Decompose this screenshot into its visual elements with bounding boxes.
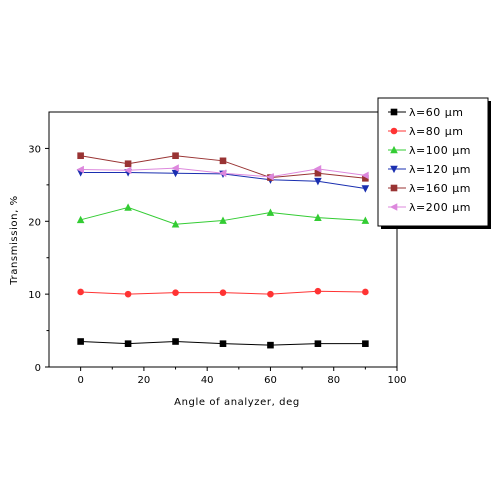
legend-marker bbox=[390, 184, 398, 192]
legend-label: λ=60 μm bbox=[409, 106, 463, 119]
x-tick-label: 40 bbox=[201, 375, 214, 386]
data-point bbox=[76, 215, 85, 224]
legend-label: λ=160 μm bbox=[409, 182, 471, 195]
data-point bbox=[361, 185, 370, 193]
x-tick-label: 80 bbox=[327, 375, 340, 386]
x-tick-label: 20 bbox=[138, 375, 151, 386]
data-point bbox=[314, 177, 322, 186]
data-point bbox=[77, 152, 84, 160]
series-1 bbox=[77, 338, 369, 349]
y-tick-label: 30 bbox=[28, 144, 41, 155]
data-point bbox=[314, 169, 322, 177]
x-tick-label: 100 bbox=[387, 375, 406, 386]
legend-marker bbox=[389, 203, 398, 211]
data-point bbox=[77, 288, 84, 296]
legend-marker bbox=[390, 145, 398, 154]
data-point bbox=[171, 220, 180, 228]
data-point bbox=[314, 213, 322, 221]
data-point bbox=[314, 340, 322, 347]
series-3 bbox=[76, 203, 370, 228]
data-point bbox=[219, 340, 227, 347]
data-point bbox=[76, 165, 84, 174]
data-point bbox=[218, 169, 227, 177]
data-point bbox=[171, 164, 179, 172]
data-point bbox=[171, 169, 180, 178]
y-axis-title: Transmission, % bbox=[9, 195, 20, 285]
y-tick-label: 20 bbox=[28, 217, 41, 228]
data-point bbox=[267, 290, 274, 298]
x-axis: 0 20 40 60 80 100 bbox=[77, 367, 407, 386]
plot-border bbox=[48, 111, 398, 368]
data-point bbox=[266, 208, 275, 216]
data-point bbox=[362, 288, 369, 296]
data-point bbox=[313, 165, 322, 173]
plot-area bbox=[48, 111, 398, 368]
data-point bbox=[219, 157, 227, 165]
data-point bbox=[266, 173, 274, 181]
legend-marker bbox=[390, 165, 398, 174]
data-point bbox=[172, 338, 179, 345]
y-tick-label: 0 bbox=[35, 363, 41, 374]
data-point bbox=[219, 216, 227, 224]
legend-marker bbox=[390, 108, 398, 116]
data-point bbox=[314, 287, 322, 295]
x-tick-label: 0 bbox=[77, 375, 83, 386]
data-point bbox=[77, 338, 84, 345]
series-layer bbox=[76, 152, 370, 349]
data-point bbox=[172, 152, 179, 160]
series-6 bbox=[76, 164, 369, 181]
legend-label: λ=120 μm bbox=[409, 163, 471, 176]
legend-marker bbox=[390, 127, 398, 135]
data-point bbox=[124, 340, 132, 347]
x-tick-label: 60 bbox=[264, 375, 277, 386]
legend-label: λ=100 μm bbox=[409, 144, 471, 157]
data-point bbox=[124, 290, 132, 298]
y-tick-label: 10 bbox=[28, 290, 41, 301]
data-point bbox=[361, 171, 369, 180]
data-point bbox=[123, 166, 132, 175]
data-point bbox=[267, 341, 274, 349]
data-point bbox=[172, 289, 179, 296]
data-point bbox=[361, 216, 370, 224]
y-axis: 0 10 20 30 bbox=[28, 144, 49, 374]
data-point bbox=[124, 160, 132, 168]
legend-label: λ=200 μm bbox=[409, 201, 471, 214]
data-point bbox=[124, 203, 132, 211]
data-point bbox=[219, 289, 227, 296]
series-2 bbox=[77, 287, 369, 298]
legend: λ=60 μm λ=80 μm λ=100 μm λ=120 μm λ=160 μm λ=… bbox=[377, 97, 491, 229]
legend-label: λ=80 μm bbox=[409, 125, 463, 138]
data-point bbox=[362, 340, 369, 347]
x-axis-title: Angle of analyzer, deg bbox=[174, 397, 300, 408]
data-point bbox=[362, 175, 369, 182]
